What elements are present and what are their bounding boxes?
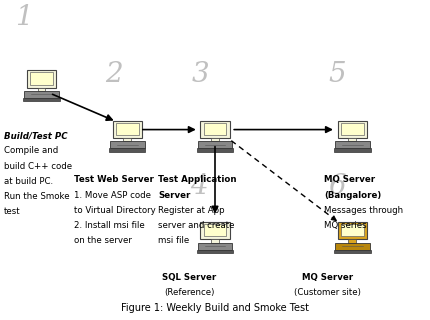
FancyBboxPatch shape: [27, 70, 56, 88]
Text: at build PC.: at build PC.: [4, 177, 53, 186]
Text: test: test: [4, 207, 21, 216]
FancyBboxPatch shape: [23, 98, 60, 101]
Text: server and create: server and create: [158, 221, 235, 230]
Text: 6: 6: [328, 173, 346, 200]
Text: (Customer site): (Customer site): [294, 288, 361, 297]
Text: 2. Install msi file: 2. Install msi file: [74, 221, 144, 230]
FancyBboxPatch shape: [204, 224, 226, 236]
FancyBboxPatch shape: [200, 121, 230, 138]
FancyBboxPatch shape: [338, 222, 367, 239]
Text: 3: 3: [191, 61, 209, 88]
FancyBboxPatch shape: [24, 91, 59, 98]
FancyBboxPatch shape: [197, 141, 233, 148]
Text: Test Application: Test Application: [158, 175, 237, 184]
Text: Messages through: Messages through: [324, 206, 403, 215]
FancyBboxPatch shape: [204, 123, 226, 135]
Text: Server: Server: [158, 191, 191, 200]
FancyBboxPatch shape: [110, 141, 144, 148]
Text: (Reference): (Reference): [164, 288, 215, 297]
Text: 1. Move ASP code: 1. Move ASP code: [74, 191, 150, 200]
FancyBboxPatch shape: [113, 121, 142, 138]
Text: Register at App: Register at App: [158, 206, 225, 215]
Text: 2: 2: [105, 61, 123, 88]
FancyBboxPatch shape: [211, 138, 219, 141]
FancyBboxPatch shape: [335, 243, 370, 250]
FancyBboxPatch shape: [341, 224, 363, 236]
Text: SQL Server: SQL Server: [162, 273, 216, 282]
FancyBboxPatch shape: [348, 239, 356, 243]
FancyBboxPatch shape: [348, 138, 356, 141]
FancyBboxPatch shape: [37, 88, 45, 91]
Text: Build/Test PC: Build/Test PC: [4, 131, 68, 140]
Text: (Bangalore): (Bangalore): [324, 191, 381, 200]
FancyBboxPatch shape: [30, 72, 53, 84]
Text: Test Web Server: Test Web Server: [74, 175, 154, 184]
FancyBboxPatch shape: [338, 121, 367, 138]
Text: on the server: on the server: [74, 236, 132, 245]
FancyBboxPatch shape: [109, 148, 145, 152]
FancyBboxPatch shape: [197, 148, 233, 152]
Text: Figure 1: Weekly Build and Smoke Test: Figure 1: Weekly Build and Smoke Test: [121, 303, 309, 313]
Text: Run the Smoke: Run the Smoke: [4, 192, 70, 201]
FancyBboxPatch shape: [200, 222, 230, 239]
Text: 1: 1: [15, 4, 33, 31]
Text: to Virtual Directory: to Virtual Directory: [74, 206, 155, 215]
FancyBboxPatch shape: [116, 123, 138, 135]
FancyBboxPatch shape: [211, 239, 219, 243]
Text: build C++ code: build C++ code: [4, 162, 72, 171]
Text: MQ Server: MQ Server: [324, 175, 375, 184]
FancyBboxPatch shape: [335, 141, 370, 148]
Text: MQ series: MQ series: [324, 221, 367, 230]
FancyBboxPatch shape: [334, 148, 371, 152]
Text: msi file: msi file: [158, 236, 190, 245]
FancyBboxPatch shape: [123, 138, 131, 141]
FancyBboxPatch shape: [197, 243, 233, 250]
Text: Compile and: Compile and: [4, 146, 58, 155]
FancyBboxPatch shape: [334, 250, 371, 253]
Text: MQ Server: MQ Server: [302, 273, 353, 282]
Text: 5: 5: [329, 61, 347, 88]
FancyBboxPatch shape: [197, 250, 233, 253]
Text: 4: 4: [190, 173, 208, 200]
FancyBboxPatch shape: [341, 123, 363, 135]
